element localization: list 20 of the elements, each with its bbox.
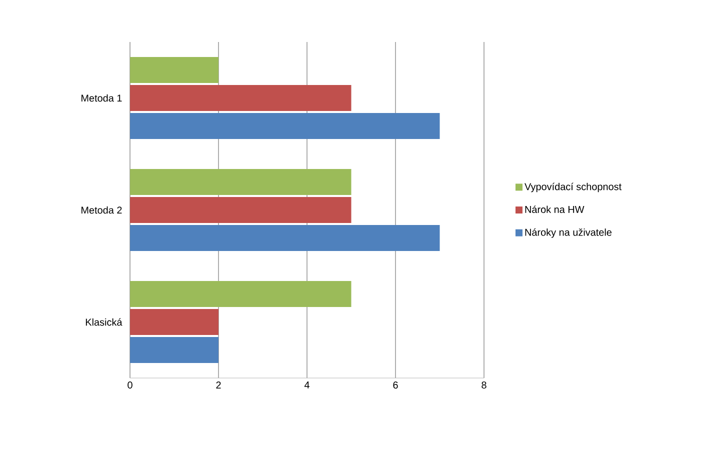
x-tick-label: 2 — [216, 382, 221, 388]
x-tick-label: 4 — [304, 382, 310, 388]
y-tick-label: Metoda 1 — [82, 94, 122, 102]
bar — [130, 224, 440, 251]
x-tick-label: 0 — [128, 382, 132, 389]
y-tick-label: Metoda 2 — [82, 206, 122, 214]
legend-label: Vypovídací schopnost — [524, 182, 622, 192]
bar — [130, 281, 352, 308]
legend-label: Nároky na uživatele — [525, 228, 612, 238]
bar — [130, 85, 352, 111]
bar — [130, 336, 218, 363]
x-tick-label: 6 — [393, 382, 398, 389]
bar — [130, 197, 352, 223]
bar — [130, 112, 440, 139]
legend-label: Nárok na HW — [525, 206, 584, 214]
bar — [130, 309, 218, 335]
x-tick-label: 8 — [482, 382, 486, 389]
bar — [130, 169, 352, 196]
bar — [130, 57, 218, 84]
y-tick-label: Klasická — [86, 318, 122, 326]
